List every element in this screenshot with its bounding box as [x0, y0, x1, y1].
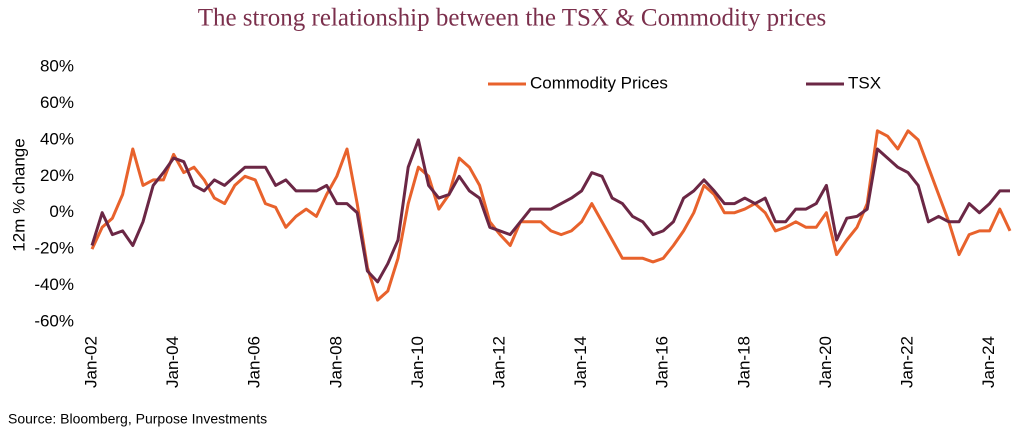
y-tick-label: 20%	[40, 166, 74, 185]
x-tick-label: Jan-24	[979, 336, 998, 388]
y-tick-label: -20%	[34, 239, 74, 258]
chart-title: The strong relationship between the TSX …	[198, 5, 827, 32]
y-tick-label: 40%	[40, 129, 74, 148]
y-tick-label: -40%	[34, 275, 74, 294]
x-tick-label: Jan-04	[163, 336, 182, 388]
legend-label: TSX	[848, 73, 881, 92]
y-axis-label: 12m % change	[9, 138, 28, 251]
x-tick-label: Jan-22	[897, 336, 916, 388]
y-tick-label: 60%	[40, 93, 74, 112]
x-tick-label: Jan-02	[81, 336, 100, 388]
y-tick-label: 80%	[40, 56, 74, 75]
x-tick-label: Jan-06	[245, 336, 264, 388]
line-series	[90, 138, 1010, 284]
legend-label: Commodity Prices	[530, 73, 668, 92]
y-tick-label: -60%	[34, 311, 74, 330]
x-tick-label: Jan-20	[816, 336, 835, 388]
source: Source: Bloomberg, Purpose Investments	[8, 411, 267, 427]
x-tick-label: Jan-16	[653, 336, 672, 388]
x-tick-label: Jan-10	[408, 336, 427, 388]
x-tick-label: Jan-18	[734, 336, 753, 388]
line-series	[90, 129, 1012, 302]
x-tick-label: Jan-08	[326, 336, 345, 388]
x-tick-label: Jan-14	[571, 336, 590, 388]
x-tick-label: Jan-12	[489, 336, 508, 388]
y-tick-label: 0%	[49, 202, 74, 221]
